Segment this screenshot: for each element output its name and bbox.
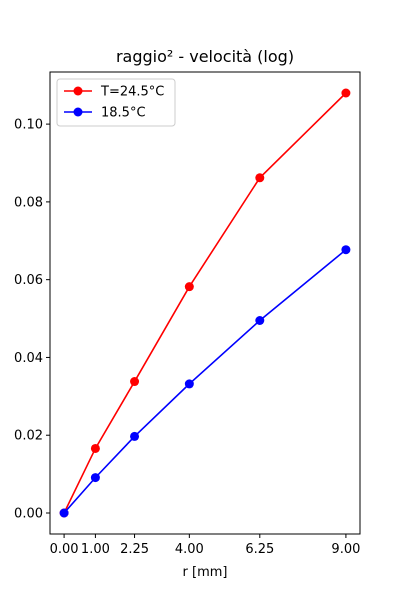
series-line [63, 92, 347, 514]
data-point [255, 173, 265, 183]
x-tick-label: 0.00 [50, 542, 79, 557]
data-point [341, 88, 351, 98]
data-point [59, 508, 69, 518]
x-axis: 0.00 1.00 2.25 4.00 6.25 9.00 [50, 534, 360, 557]
y-tick-label: 0.06 [14, 273, 43, 288]
data-point [90, 473, 100, 483]
y-tick-label: 0.08 [14, 195, 43, 210]
data-point [341, 245, 351, 255]
y-tick-label: 0.00 [14, 507, 43, 522]
data-point [130, 377, 140, 387]
series-line [63, 249, 347, 514]
data-point [184, 282, 194, 292]
y-axis: 0.00 0.02 0.04 0.06 0.08 0.10 [14, 118, 50, 522]
data-point [255, 316, 265, 325]
x-tick-label: 1.00 [81, 542, 110, 557]
legend: T=24.5°C 18.5°C [56, 78, 176, 127]
x-tick-label: 2.25 [120, 542, 149, 557]
series-layer [59, 88, 351, 518]
plot-background [50, 72, 360, 534]
legend-marker [73, 86, 83, 96]
x-tick-label: 9.00 [331, 542, 360, 557]
chart-title: raggio² - velocità (log) [116, 47, 294, 66]
y-tick-label: 0.04 [14, 351, 43, 366]
legend-marker [73, 107, 83, 117]
x-tick-label: 4.00 [175, 542, 204, 557]
x-axis-label: r [mm] [183, 565, 228, 580]
x-tick-label: 6.25 [245, 542, 274, 557]
legend-label: 18.5°C [101, 106, 146, 121]
data-point [184, 379, 194, 389]
plot-area [49, 71, 361, 535]
data-point [90, 443, 100, 453]
series-2 [59, 245, 351, 518]
legend-label: T=24.5°C [100, 85, 164, 100]
data-point [130, 431, 140, 441]
y-tick-label: 0.10 [14, 118, 43, 133]
plot-frame [49, 71, 361, 535]
y-tick-label: 0.02 [14, 429, 43, 444]
